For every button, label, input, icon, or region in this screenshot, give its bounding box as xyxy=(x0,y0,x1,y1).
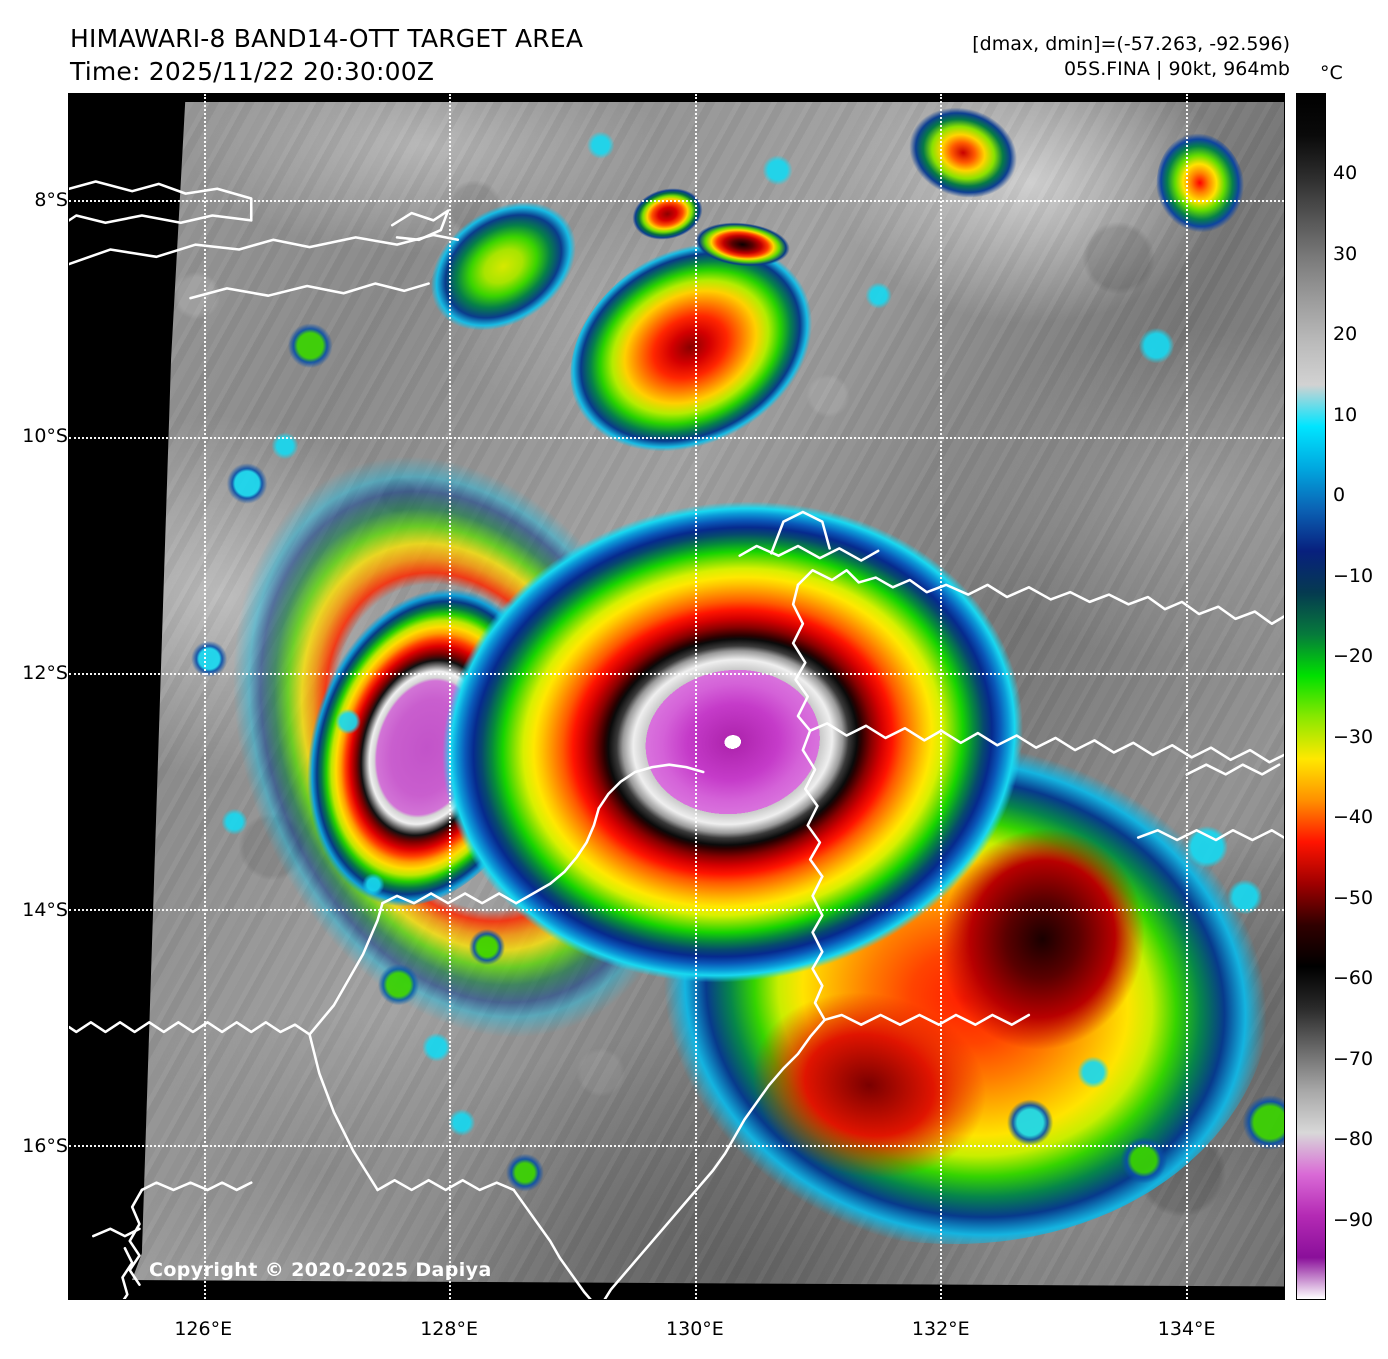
lat-tick-4: 16°S xyxy=(22,1135,68,1158)
colorbar-tick-8: −40 xyxy=(1333,806,1374,829)
map-canvas: Copyright © 2020-2025 Dapiya xyxy=(69,94,1284,1299)
colorbar-tick-11: −70 xyxy=(1333,1047,1374,1070)
storm-info-label: 05S.FINA | 90kt, 964mb xyxy=(1063,58,1290,80)
colorbar-tick-0: 40 xyxy=(1333,162,1358,185)
colorbar-tick-13: −90 xyxy=(1333,1208,1374,1231)
page-title: HIMAWARI-8 BAND14-OTT TARGET AREA xyxy=(70,24,584,53)
timestamp-label: Time: 2025/11/22 20:30:00Z xyxy=(70,57,435,86)
colorbar-tick-1: 30 xyxy=(1333,242,1358,265)
lat-tick-3: 14°S xyxy=(22,898,68,921)
copyright-label: Copyright © 2020-2025 Dapiya xyxy=(149,1259,492,1281)
gridline-lon-1 xyxy=(449,94,452,1299)
lat-tick-2: 12°S xyxy=(22,661,68,684)
lat-tick-0: 8°S xyxy=(34,188,68,211)
colorbar-tick-5: −10 xyxy=(1333,564,1374,587)
gridline-lat-3 xyxy=(69,909,1284,912)
scattered-cloud-cells xyxy=(120,94,1284,1299)
colorbar-tick-6: −20 xyxy=(1333,645,1374,668)
lon-tick-0: 126°E xyxy=(174,1318,233,1340)
gridline-lon-0 xyxy=(203,94,206,1299)
lon-tick-3: 132°E xyxy=(911,1318,970,1340)
coastline-overlay xyxy=(69,180,1284,1299)
colorbar-tick-4: 0 xyxy=(1333,484,1346,507)
colorbar-unit-label: °C xyxy=(1320,62,1343,84)
no-data-strip-top xyxy=(69,94,1284,103)
colorbar-tick-7: −30 xyxy=(1333,725,1374,748)
gridline-lat-0 xyxy=(69,200,1284,203)
lat-tick-1: 10°S xyxy=(22,425,68,448)
map-plot-area[interactable]: Copyright © 2020-2025 Dapiya xyxy=(68,93,1285,1300)
colorbar-tick-3: 10 xyxy=(1333,403,1358,426)
colorbar-tick-12: −80 xyxy=(1333,1128,1374,1151)
colorbar-tick-9: −50 xyxy=(1333,886,1374,909)
gridline-lat-4 xyxy=(69,1145,1284,1148)
lon-tick-2: 130°E xyxy=(666,1318,724,1340)
colorbar xyxy=(1296,93,1326,1300)
metadata-block: [dmax, dmin]=(-57.263, -92.596) 05S.FINA… xyxy=(972,32,1290,82)
colorbar-tick-10: −60 xyxy=(1333,967,1374,990)
lon-tick-1: 128°E xyxy=(420,1318,478,1340)
gridline-lat-2 xyxy=(69,672,1284,675)
satellite-swath xyxy=(120,94,1284,1299)
gridline-lon-3 xyxy=(940,94,943,1299)
gridline-lon-2 xyxy=(694,94,697,1299)
colorbar-gradient xyxy=(1297,94,1325,1299)
dmax-dmin-label: [dmax, dmin]=(-57.263, -92.596) xyxy=(972,33,1290,55)
colorbar-tick-2: 20 xyxy=(1333,323,1358,346)
gridline-lon-4 xyxy=(1185,94,1188,1299)
lon-tick-4: 134°E xyxy=(1157,1318,1216,1340)
gridline-lat-1 xyxy=(69,436,1284,439)
